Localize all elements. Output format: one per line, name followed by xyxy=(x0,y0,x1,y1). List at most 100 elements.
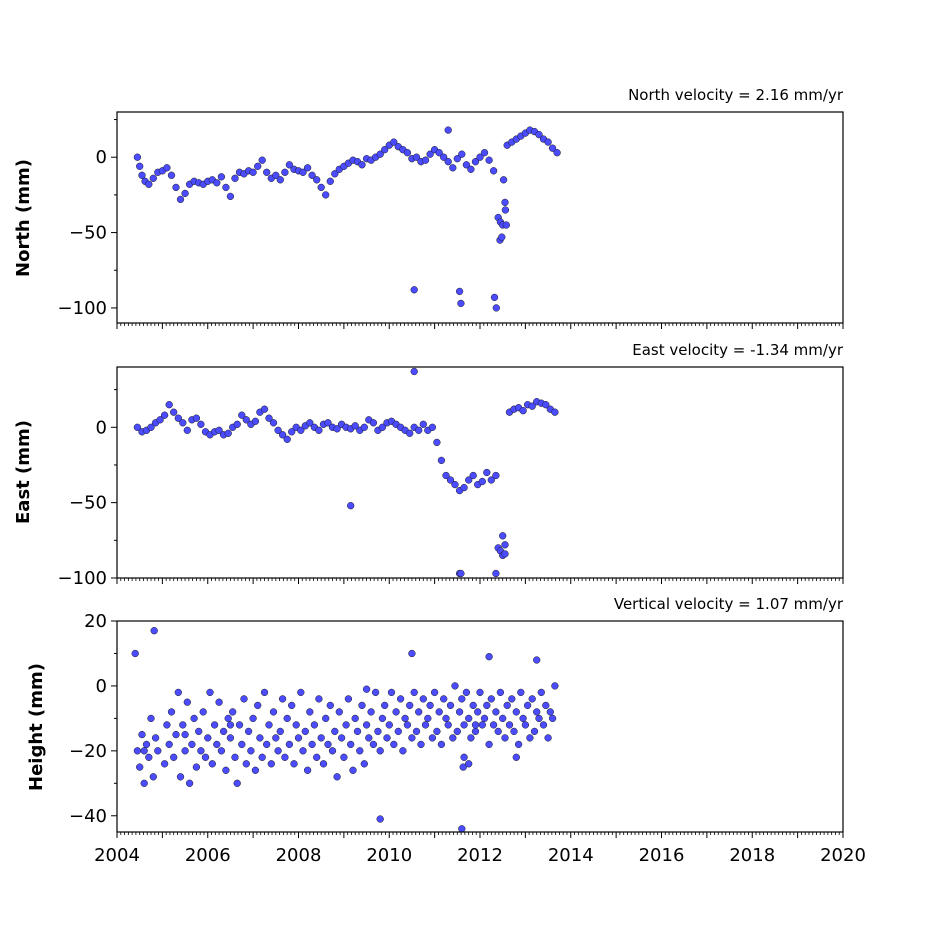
height-data-point xyxy=(440,695,448,703)
height-data-point xyxy=(530,727,539,736)
height-data-point xyxy=(512,753,520,761)
height-data-point xyxy=(449,734,457,742)
height-data-point xyxy=(360,760,368,768)
height-data-point xyxy=(408,734,416,742)
east-data-point xyxy=(238,411,246,419)
height-data-point xyxy=(174,688,182,697)
x-tick-label: 2008 xyxy=(276,845,322,866)
height-data-point xyxy=(340,753,348,761)
height-data-point xyxy=(537,688,545,697)
height-data-point xyxy=(285,740,294,749)
north-data-point xyxy=(222,183,230,192)
north-data-point xyxy=(322,191,330,199)
height-data-point xyxy=(317,734,325,742)
north-data-point xyxy=(535,130,543,139)
north-data-point xyxy=(501,206,510,214)
north-data-point xyxy=(167,171,176,179)
north-data-point xyxy=(176,195,185,204)
height-data-point xyxy=(297,688,305,697)
height-data-point xyxy=(333,773,341,781)
north-data-point xyxy=(440,153,448,161)
height-data-point xyxy=(446,701,455,710)
height-data-point xyxy=(417,740,425,749)
height-data-point xyxy=(403,721,412,729)
height-data-point xyxy=(351,714,359,723)
height-data-point xyxy=(247,747,255,755)
height-data-point xyxy=(390,740,398,749)
east-data-point xyxy=(333,425,341,433)
height-data-point xyxy=(160,760,169,768)
north-data-point xyxy=(231,174,239,182)
height-data-point xyxy=(136,763,144,771)
height-data-point xyxy=(315,695,323,703)
height-data-point xyxy=(494,727,502,736)
height-data-point xyxy=(324,740,332,749)
height-data-point xyxy=(183,698,191,706)
east-data-point xyxy=(442,471,450,480)
height-data-point xyxy=(362,721,371,729)
x-tick-label: 2006 xyxy=(185,845,231,866)
east-data-point xyxy=(501,550,509,558)
north-data-point xyxy=(303,164,312,172)
height-data-point xyxy=(410,688,418,697)
north-data-point xyxy=(471,158,480,166)
height-data-point xyxy=(140,779,148,787)
x-tick-label: 2012 xyxy=(457,845,503,866)
east-velocity-title: East velocity = -1.34 mm/yr xyxy=(632,341,844,359)
height-data-point xyxy=(521,721,530,729)
north-data-point xyxy=(485,156,493,164)
height-data-point xyxy=(458,825,466,833)
north-data-point xyxy=(553,149,561,157)
height-data-point xyxy=(219,727,228,736)
height-data-point xyxy=(430,688,439,697)
height-data-point xyxy=(244,727,253,736)
height-data-point xyxy=(231,753,239,761)
height-data-point xyxy=(519,714,527,723)
east-data-point xyxy=(170,408,178,416)
height-data-point xyxy=(471,721,480,729)
east-data-point xyxy=(501,541,509,549)
north-data-point xyxy=(145,180,153,188)
height-data-point xyxy=(181,747,189,755)
height-data-point xyxy=(437,740,446,749)
east-data-point xyxy=(451,480,459,489)
east-data-point xyxy=(278,431,287,439)
height-data-point xyxy=(365,734,373,742)
height-data-point xyxy=(249,714,257,723)
height-data-point xyxy=(387,688,396,697)
height-data-point xyxy=(408,649,416,658)
height-data-point xyxy=(272,734,280,742)
height-data-point xyxy=(222,766,230,774)
height-data-point xyxy=(376,747,384,755)
north-velocity-title: North velocity = 2.16 mm/yr xyxy=(628,86,844,104)
height-data-point xyxy=(381,701,389,710)
east-data-point xyxy=(528,402,536,410)
east-data-point xyxy=(460,483,468,492)
height-data-point xyxy=(281,753,289,761)
north-data-point xyxy=(455,287,464,296)
east-plot-frame xyxy=(116,366,844,579)
east-panel: East velocity = -1.34 mm/yr East (mm) −1… xyxy=(13,341,844,589)
height-data-point xyxy=(145,753,153,761)
height-data-point xyxy=(415,708,423,716)
east-data-point xyxy=(419,420,427,428)
north-data-point xyxy=(390,138,398,146)
north-data-point xyxy=(502,221,510,229)
east-ytick-label: −100 xyxy=(58,568,107,589)
height-data-point xyxy=(258,753,266,761)
height-data-point xyxy=(290,760,298,768)
north-data-point xyxy=(331,170,339,178)
height-data-point xyxy=(551,682,559,690)
height-data-point xyxy=(533,708,541,716)
height-data-point xyxy=(435,708,443,716)
height-data-point xyxy=(210,721,219,729)
height-data-point xyxy=(274,747,282,755)
north-points xyxy=(133,126,561,312)
north-data-point xyxy=(258,156,266,164)
x-tick-label: 2010 xyxy=(366,845,412,866)
east-data-point xyxy=(406,429,414,437)
height-data-point xyxy=(179,721,187,729)
height-data-point xyxy=(514,740,523,749)
height-data-point xyxy=(306,708,314,716)
